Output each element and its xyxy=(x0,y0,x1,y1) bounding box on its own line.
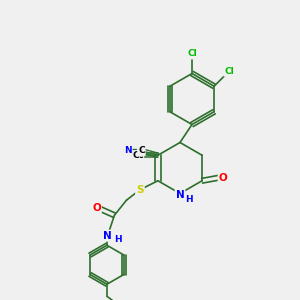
Text: C: C xyxy=(136,151,143,160)
Text: H: H xyxy=(185,195,193,204)
Text: C: C xyxy=(138,146,145,155)
Text: Cl: Cl xyxy=(187,50,197,58)
Text: N: N xyxy=(103,231,111,241)
Text: O: O xyxy=(92,203,101,213)
Text: H: H xyxy=(114,235,122,244)
Text: N: N xyxy=(176,190,184,200)
Text: Cl: Cl xyxy=(224,67,234,76)
Text: S: S xyxy=(136,185,144,195)
Text: C: C xyxy=(133,151,139,160)
Text: N: N xyxy=(124,146,132,155)
Text: O: O xyxy=(219,173,227,183)
